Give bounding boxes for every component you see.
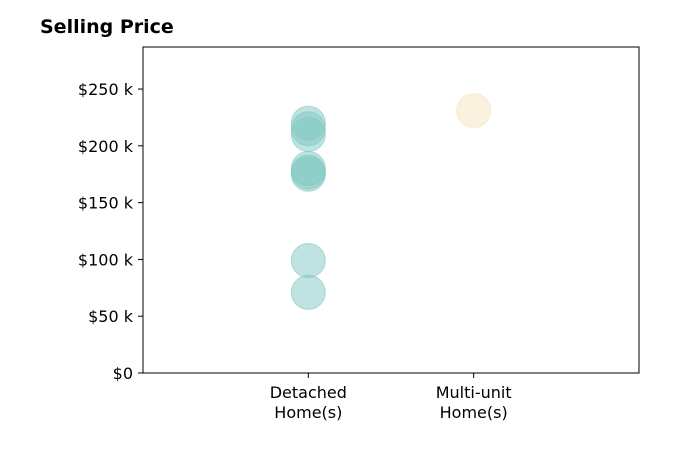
y-tick-label: $250 k: [78, 80, 134, 99]
axes: $0 $50 k $100 k $150 k $200 k $250 k Detached H…: [78, 80, 512, 422]
y-tick-label: $100 k: [78, 250, 134, 269]
plot-frame: [142, 46, 640, 374]
data-points: [290, 93, 492, 310]
y-tick-label: $50 k: [88, 307, 134, 326]
data-point: [290, 105, 326, 141]
y-tick-label: $0: [113, 364, 133, 383]
y-tick-label: $200 k: [78, 137, 134, 156]
data-point: [290, 243, 326, 279]
x-tick-label: Multi-unit Home(s): [436, 383, 512, 422]
x-tick-label: Detached Home(s): [270, 383, 347, 422]
data-point: [456, 93, 492, 129]
chart-title: Selling Price: [40, 16, 174, 38]
y-tick-label: $150 k: [78, 194, 134, 213]
data-point: [290, 151, 326, 187]
data-point: [290, 274, 326, 310]
